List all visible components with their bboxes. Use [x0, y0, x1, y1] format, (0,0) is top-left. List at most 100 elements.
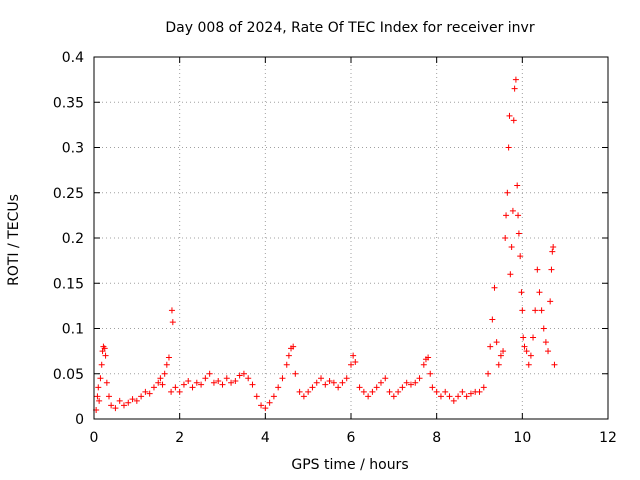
data-point [343, 375, 350, 382]
data-point [450, 397, 457, 404]
data-point [157, 375, 164, 382]
data-point [240, 370, 247, 377]
data-point [412, 379, 419, 386]
data-point [521, 343, 528, 350]
data-points [93, 76, 558, 413]
data-point [102, 352, 109, 359]
data-point [356, 384, 363, 391]
data-point [352, 358, 359, 365]
data-point [540, 325, 547, 332]
data-point [547, 298, 554, 305]
data-point [142, 388, 149, 395]
y-tick-label: 0.25 [53, 186, 84, 202]
data-point [442, 388, 449, 395]
data-point [185, 377, 192, 384]
data-point [377, 379, 384, 386]
data-point [165, 354, 172, 361]
data-point [253, 393, 260, 400]
data-point [407, 381, 414, 388]
data-point [507, 271, 514, 278]
y-tick-label: 0.2 [62, 231, 84, 247]
data-point [446, 393, 453, 400]
x-tick-label: 12 [599, 430, 617, 446]
data-point [95, 384, 102, 391]
data-point [549, 248, 556, 255]
data-point [504, 189, 511, 196]
data-point [420, 361, 427, 368]
data-point [548, 266, 555, 273]
data-point [318, 375, 325, 382]
data-point [525, 361, 532, 368]
data-point [491, 284, 498, 291]
data-point [206, 370, 213, 377]
data-point [350, 352, 357, 359]
data-point [551, 361, 558, 368]
x-axis-label: GPS time / hours [291, 457, 408, 473]
data-point [512, 76, 519, 83]
data-point [155, 379, 162, 386]
data-point [390, 393, 397, 400]
data-point [262, 405, 269, 412]
axis-ticks: 0 2 4 6 8 10 12 0 0.05 0.1 0.15 0.2 0.25 0.3 0.35 0.4 [53, 50, 617, 446]
data-point [159, 381, 166, 388]
data-point [545, 348, 552, 355]
data-point [193, 379, 200, 386]
data-point [495, 361, 502, 368]
data-point [101, 345, 108, 352]
data-point [96, 397, 103, 404]
data-point [467, 390, 474, 397]
data-point [538, 307, 545, 314]
data-point [425, 354, 432, 361]
y-tick-label: 0.4 [62, 50, 84, 66]
data-point [249, 381, 256, 388]
data-point [146, 390, 153, 397]
data-point [97, 375, 104, 382]
data-point [335, 384, 342, 391]
data-point [285, 352, 292, 359]
data-point [527, 352, 534, 359]
y-tick-label: 0 [75, 412, 84, 428]
data-point [485, 370, 492, 377]
data-point [330, 379, 337, 386]
x-tick-label: 6 [347, 430, 356, 446]
data-point [509, 207, 516, 214]
data-point [313, 379, 320, 386]
data-point [517, 253, 524, 260]
data-point [382, 375, 389, 382]
y-tick-label: 0.3 [62, 141, 84, 157]
data-point [500, 348, 507, 355]
data-point [120, 402, 127, 409]
data-point [536, 289, 543, 296]
data-point [511, 85, 518, 92]
data-point [198, 381, 205, 388]
data-point [489, 316, 496, 323]
data-point [514, 182, 521, 189]
data-point [129, 396, 136, 403]
data-point [300, 393, 307, 400]
data-point [266, 399, 273, 406]
data-point [360, 388, 367, 395]
data-point [463, 393, 470, 400]
data-point [534, 266, 541, 273]
data-point [309, 384, 316, 391]
data-point [161, 370, 168, 377]
data-point [168, 388, 175, 395]
data-point [515, 230, 522, 237]
data-point [163, 361, 170, 368]
data-point [550, 244, 557, 251]
data-point [506, 112, 513, 119]
data-point [105, 393, 112, 400]
data-point [437, 393, 444, 400]
data-point [493, 339, 500, 346]
data-point [542, 339, 549, 346]
data-point [515, 212, 522, 219]
data-point [416, 375, 423, 382]
data-point [296, 388, 303, 395]
data-point [455, 393, 462, 400]
x-tick-label: 4 [261, 430, 270, 446]
data-point [369, 388, 376, 395]
data-point [429, 384, 436, 391]
data-point [322, 381, 329, 388]
data-point [180, 381, 187, 388]
